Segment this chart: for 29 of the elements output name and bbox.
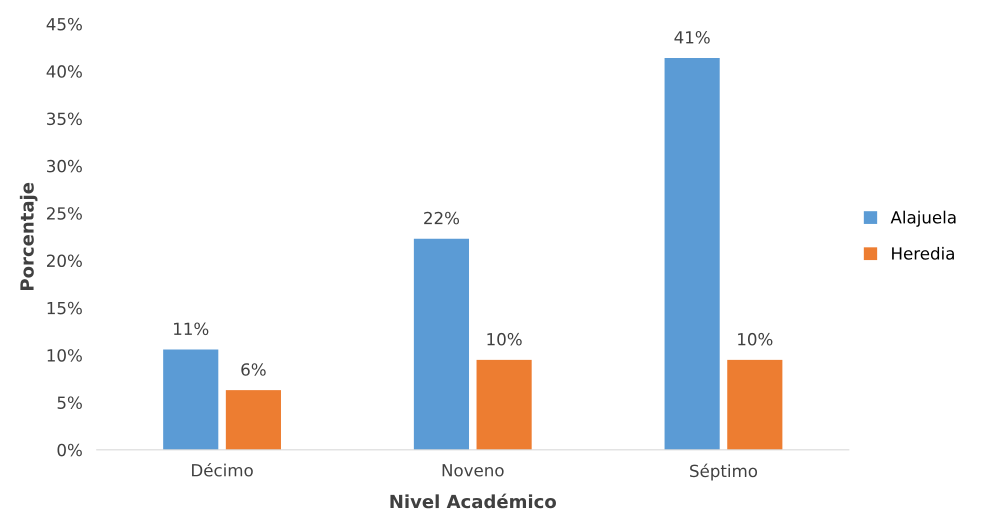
y-tick-label: 35%	[47, 112, 82, 126]
bar	[476, 360, 532, 450]
y-tick-label: 10%	[48, 349, 82, 362]
y-tick-label: 40%	[46, 65, 82, 78]
y-tick-label: 30%	[47, 160, 82, 172]
data-label: 11%	[174, 322, 208, 336]
y-axis-title: Porcentaje	[20, 182, 38, 290]
y-tick-label: 0%	[57, 444, 82, 456]
x-tick-label: Décimo	[192, 462, 253, 477]
x-tick-label: Noveno	[442, 464, 504, 477]
bar	[226, 390, 281, 450]
y-tick-label: 5%	[58, 396, 82, 410]
data-label: 41%	[674, 31, 710, 44]
data-label: 10%	[487, 332, 522, 346]
legend-label: Alajuela	[890, 210, 956, 227]
data-label: 10%	[738, 332, 772, 346]
y-tick-label: 45%	[46, 18, 82, 30]
x-tick-label: Séptimo	[690, 464, 758, 480]
bar	[727, 360, 782, 450]
bar	[664, 58, 720, 450]
y-tick-label: 15%	[48, 302, 82, 314]
bar	[414, 238, 470, 450]
legend-label: Heredia	[892, 246, 954, 260]
y-tick-label: 20%	[47, 254, 82, 268]
y-tick-label: 25%	[47, 207, 82, 220]
bar	[163, 349, 218, 450]
data-label: 6%	[241, 363, 266, 376]
x-axis-title: Nivel Académico	[390, 494, 556, 508]
data-label: 22%	[424, 212, 460, 224]
